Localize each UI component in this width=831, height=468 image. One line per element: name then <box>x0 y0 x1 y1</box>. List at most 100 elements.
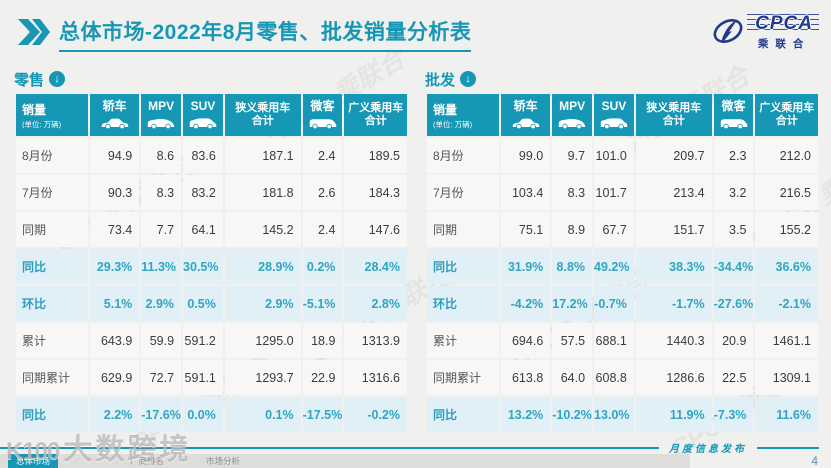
page-number: 4 <box>811 454 818 468</box>
row-label: 7月份 <box>16 175 88 210</box>
footer-tab[interactable]: 总体市场 <box>8 454 59 468</box>
wholesale-table-block: 批发 ↓ 销量 (单位: 万辆) 轿车 <box>425 70 820 434</box>
col-header-microvan: 微客 <box>302 94 343 136</box>
cell-broad-pv: 28.4% <box>344 249 407 284</box>
cell-sedan: 94.9 <box>90 138 140 173</box>
cell-microvan: 3.2 <box>713 175 754 210</box>
col-label: 广义乘用车 合计 <box>348 101 404 127</box>
cell-narrow-pv: 145.2 <box>224 212 301 247</box>
cpca-logo: CPCA 乘联合 <box>710 12 819 52</box>
cell-microvan: -17.5% <box>302 397 343 432</box>
table-row: 同期累计 613.8 64.0 608.8 1286.6 22.5 1309.1 <box>427 360 818 395</box>
logo-text: CPCA <box>755 13 813 34</box>
row-label: 8月份 <box>427 138 499 173</box>
col-header-mpv: MPV <box>141 94 182 136</box>
cell-suv: 83.6 <box>183 138 223 173</box>
retail-table-block: 零售 ↓ 销量 (单位: 万辆) 轿车 <box>14 70 409 434</box>
footer-tab[interactable]: 市场分析 <box>206 456 241 466</box>
cell-suv: 83.2 <box>183 175 223 210</box>
cell-mpv: -10.2% <box>552 397 593 432</box>
mpv-icon <box>558 118 586 129</box>
col-label: 广义乘用车 合计 <box>759 101 815 127</box>
col-header-suv: SUV <box>183 94 223 136</box>
cell-suv: 101.7 <box>594 175 634 210</box>
cell-broad-pv: 1316.6 <box>344 360 407 395</box>
cell-sedan: 73.4 <box>90 212 140 247</box>
row-label: 同期累计 <box>16 360 88 395</box>
cpca-wordmark-block: CPCA 乘联合 <box>747 12 819 52</box>
table-row: 同比 13.2% -10.2% 13.0% 11.9% -7.3% 11.6% <box>427 397 818 432</box>
cpca-emblem-icon <box>713 19 743 43</box>
cell-broad-pv: 1313.9 <box>344 323 407 358</box>
cell-sedan: -4.2% <box>501 286 551 321</box>
cell-suv: 30.5% <box>183 249 223 284</box>
cell-microvan: -27.6% <box>713 286 754 321</box>
sales-unit: (单位: 万辆) <box>22 119 62 129</box>
row-label: 环比 <box>427 286 499 321</box>
cell-broad-pv: 2.8% <box>344 286 407 321</box>
cell-mpv: 8.9 <box>552 212 593 247</box>
col-label: MPV <box>148 99 175 114</box>
row-label: 同期 <box>427 212 499 247</box>
wholesale-section-label: 批发 <box>425 71 456 89</box>
col-label: SUV <box>190 99 216 114</box>
row-label: 7月份 <box>427 175 499 210</box>
cell-narrow-pv: 1293.7 <box>224 360 301 395</box>
col-label: SUV <box>601 99 627 114</box>
cell-sedan: 643.9 <box>90 323 140 358</box>
row-label: 同比 <box>16 397 88 432</box>
row-label: 累计 <box>427 323 499 358</box>
cell-broad-pv: 36.6% <box>755 249 818 284</box>
cell-mpv: 64.0 <box>552 360 593 395</box>
page-title: 总体市场-2022年8月零售、批发销量分析表 <box>59 16 472 52</box>
cell-mpv: 9.7 <box>552 138 593 173</box>
cell-mpv: 2.9% <box>141 286 182 321</box>
cell-microvan: -34.4% <box>713 249 754 284</box>
footer-tab[interactable]: 厂商排名 <box>130 456 165 466</box>
col-label: MPV <box>559 99 586 114</box>
cell-sedan: 2.2% <box>90 397 140 432</box>
release-label: 月度信息发布 <box>669 444 747 455</box>
sedan-icon <box>512 118 539 129</box>
col-header-suv: SUV <box>594 94 634 136</box>
wholesale-section-header: 批发 ↓ <box>425 70 820 89</box>
col-header-sedan: 轿车 <box>90 94 140 136</box>
row-label: 环比 <box>16 286 88 321</box>
cell-sedan: 31.9% <box>501 249 551 284</box>
row-label: 同期累计 <box>427 360 499 395</box>
retail-header-row: 销量 (单位: 万辆) 轿车 MPV <box>16 94 407 136</box>
col-label: 狭义乘用车 合计 <box>646 101 702 127</box>
cell-broad-pv: 1309.1 <box>755 360 818 395</box>
cell-narrow-pv: 28.9% <box>224 249 301 284</box>
row-label: 8月份 <box>16 138 88 173</box>
footer-rule: 月度信息发布 <box>0 440 831 455</box>
cell-suv: 0.0% <box>183 397 223 432</box>
cell-narrow-pv: 187.1 <box>224 138 301 173</box>
col-header-broad-pv: 广义乘用车 合计 <box>755 94 818 136</box>
table-row: 8月份 94.9 8.6 83.6 187.1 2.4 189.5 <box>16 138 407 173</box>
table-row: 同期 73.4 7.7 64.1 145.2 2.4 147.6 <box>16 212 407 247</box>
cell-broad-pv: 11.6% <box>755 397 818 432</box>
cell-sedan: 99.0 <box>501 138 551 173</box>
col-header-broad-pv: 广义乘用车 合计 <box>344 94 407 136</box>
col-header-narrow-pv: 狭义乘用车 合计 <box>224 94 301 136</box>
table-row: 7月份 103.4 8.3 101.7 213.4 3.2 216.5 <box>427 175 818 210</box>
cell-sedan: 103.4 <box>501 175 551 210</box>
col-header-sales: 销量 (单位: 万辆) <box>427 94 499 136</box>
cell-broad-pv: 147.6 <box>344 212 407 247</box>
cell-narrow-pv: -1.7% <box>635 286 712 321</box>
cell-mpv: -17.6% <box>141 397 182 432</box>
microvan-icon <box>309 118 336 129</box>
sales-title: 销量 <box>22 102 47 117</box>
cell-suv: 0.5% <box>183 286 223 321</box>
cell-mpv: 17.2% <box>552 286 593 321</box>
cell-sedan: 629.9 <box>90 360 140 395</box>
down-arrow-circle-icon: ↓ <box>49 71 66 87</box>
cell-broad-pv: 212.0 <box>755 138 818 173</box>
cell-microvan: 2.4 <box>302 212 343 247</box>
cell-microvan: -5.1% <box>302 286 343 321</box>
logo-subtext: 乘联合 <box>757 38 811 50</box>
slide-footer: 月度信息发布 总体市场 厂商排名 市场分析 4 <box>0 444 831 468</box>
cell-suv: -0.7% <box>594 286 634 321</box>
row-label: 累计 <box>16 323 88 358</box>
